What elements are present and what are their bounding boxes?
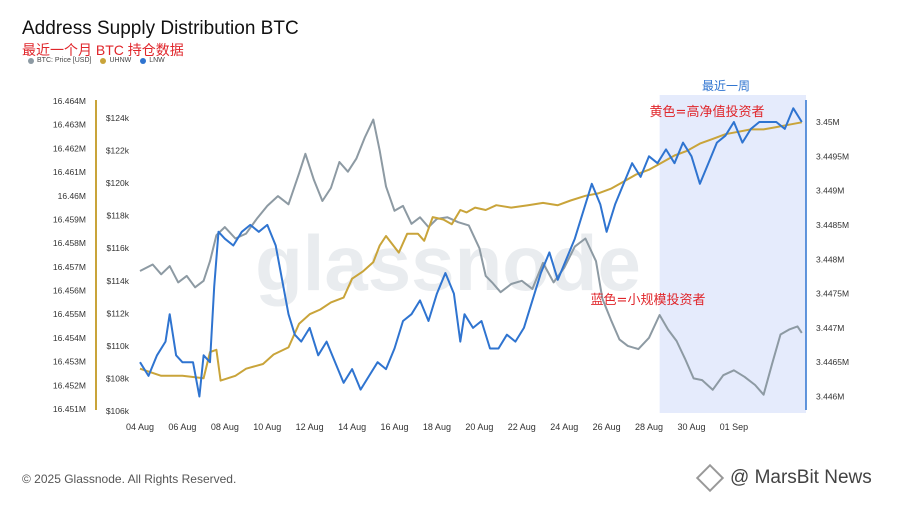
legend-item-lnw[interactable]: LNW <box>140 57 165 64</box>
legend-dot-price <box>28 57 34 64</box>
price-axis-tick: $106k <box>106 406 130 416</box>
watermark-text: @ MarsBit News <box>730 467 872 488</box>
x-axis-tick: 14 Aug <box>338 422 366 432</box>
price-axis-tick: $114k <box>106 276 129 286</box>
right-axis-tick: 3.4465M <box>816 357 849 367</box>
x-axis-tick: 08 Aug <box>211 422 239 432</box>
right-axis-tick: 3.447M <box>816 323 844 333</box>
x-axis-tick: 30 Aug <box>677 422 705 432</box>
x-axis-tick: 24 Aug <box>550 422 578 432</box>
price-axis-tick: $122k <box>106 146 130 156</box>
x-axis-tick: 16 Aug <box>381 422 409 432</box>
price-axis-tick: $112k <box>106 308 129 318</box>
chart-annotation: 蓝色=小规模投资者 <box>591 292 706 308</box>
legend-label-lnw: LNW <box>149 57 165 64</box>
page-subtitle: 最近一个月 BTC 持仓数据 <box>22 42 184 58</box>
price-axis-tick: $110k <box>106 341 129 351</box>
background-watermark: glassnode <box>255 219 641 307</box>
page-title: Address Supply Distribution BTC <box>22 18 299 39</box>
left-axis-tick: 16.455M <box>53 309 86 319</box>
x-axis-tick: 04 Aug <box>126 422 154 432</box>
price-axis-tick: $116k <box>106 243 129 253</box>
series-line-btc-price-usd- <box>139 118 803 396</box>
x-axis-tick: 20 Aug <box>465 422 493 432</box>
series-line-uhnw <box>139 121 802 382</box>
left-axis-tick: 16.453M <box>53 357 86 367</box>
left-axis-tick: 16.459M <box>53 214 86 224</box>
left-axis-tick: 16.464M <box>53 96 86 106</box>
left-axis-tick: 16.458M <box>53 238 86 248</box>
x-axis-tick: 22 Aug <box>508 422 536 432</box>
x-axis-tick: 26 Aug <box>593 422 621 432</box>
price-axis-tick: $118k <box>106 211 129 221</box>
left-axis-tick: 16.454M <box>53 333 86 343</box>
left-axis-tick: 16.462M <box>53 143 86 153</box>
left-axis-tick: 16.456M <box>53 286 86 296</box>
left-axis-tick: 16.451M <box>53 404 86 414</box>
watermark-logo-icon <box>695 463 725 493</box>
right-axis-tick: 3.4495M <box>816 151 849 161</box>
legend-item-price[interactable]: BTC: Price [USD] <box>28 57 91 64</box>
right-axis-tick: 3.446M <box>816 392 844 402</box>
news-watermark: @ MarsBit News <box>695 463 872 493</box>
left-axis-tick: 16.452M <box>53 380 86 390</box>
right-axis-tick: 3.4475M <box>816 289 849 299</box>
chart-annotation: 最近一周 <box>702 79 750 93</box>
chart-legend: BTC: Price [USD] UHNW LNW <box>28 57 165 64</box>
series-line-lnw <box>139 107 803 398</box>
x-axis-tick: 10 Aug <box>253 422 281 432</box>
legend-label-uhnw: UHNW <box>109 57 132 64</box>
x-axis-tick: 12 Aug <box>296 422 324 432</box>
legend-dot-uhnw <box>100 57 107 64</box>
price-axis-tick: $124k <box>106 113 130 123</box>
x-axis-tick: 01 Sep <box>720 422 749 432</box>
left-axis-tick: 16.463M <box>53 120 86 130</box>
right-axis-tick: 3.448M <box>816 254 844 264</box>
right-axis-tick: 3.4485M <box>816 220 849 230</box>
price-axis-tick: $108k <box>106 373 130 383</box>
copyright-footer: © 2025 Glassnode. All Rights Reserved. <box>22 472 237 486</box>
x-axis-tick: 28 Aug <box>635 422 663 432</box>
x-axis-tick: 18 Aug <box>423 422 451 432</box>
chart-annotation: 黄色=高净值投资者 <box>650 104 765 120</box>
right-axis-tick: 3.449M <box>816 186 844 196</box>
left-axis-tick: 16.457M <box>53 262 86 272</box>
right-axis-tick: 3.45M <box>816 117 840 127</box>
price-axis-tick: $120k <box>106 178 130 188</box>
x-axis-tick: 06 Aug <box>168 422 196 432</box>
left-axis-tick: 16.461M <box>53 167 86 177</box>
legend-label-price: BTC: Price [USD] <box>37 57 92 64</box>
left-axis-tick: 16.46M <box>58 191 86 201</box>
legend-item-uhnw[interactable]: UHNW <box>100 57 131 64</box>
highlight-region <box>659 95 806 413</box>
legend-dot-lnw <box>140 57 147 64</box>
